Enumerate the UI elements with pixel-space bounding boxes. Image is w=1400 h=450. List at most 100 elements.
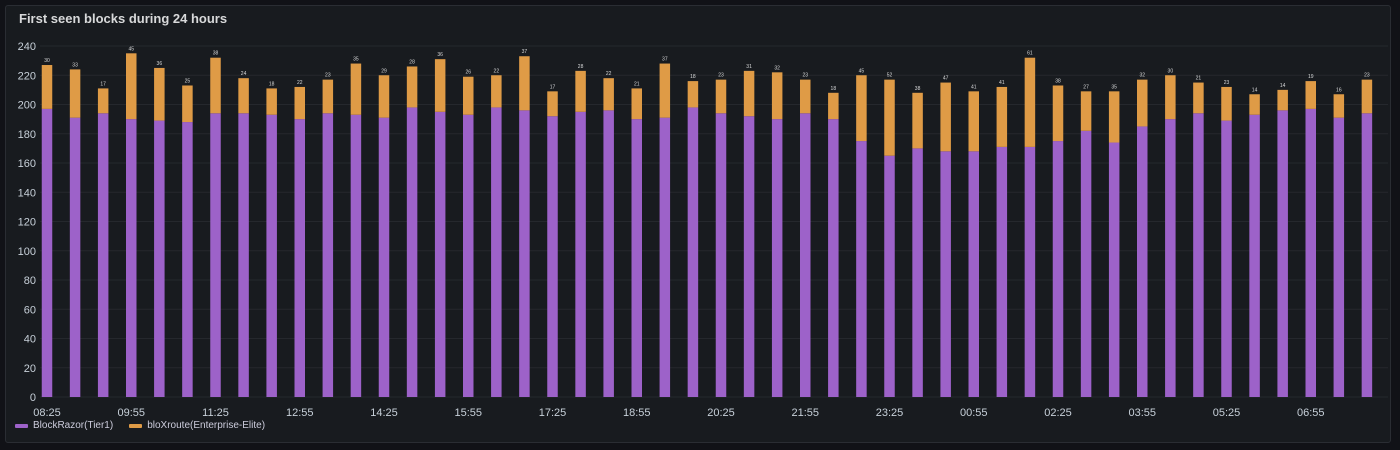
data-label: 14	[1280, 83, 1286, 89]
bar-blockrazor	[406, 107, 418, 398]
data-label: 38	[213, 51, 219, 57]
bar-bloxroute	[463, 76, 474, 115]
x-tick-label: 00:55	[960, 407, 988, 419]
bar-bloxroute	[491, 75, 502, 108]
x-tick-label: 08:25	[33, 407, 61, 419]
data-label: 47	[943, 76, 949, 82]
data-label: 18	[690, 74, 696, 80]
data-label: 21	[1196, 76, 1202, 82]
bar-bloxroute	[294, 86, 305, 120]
data-label: 30	[44, 58, 50, 64]
bar-blockrazor	[1080, 130, 1092, 397]
bar-blockrazor	[378, 117, 390, 397]
data-label: 31	[746, 64, 752, 70]
bar-bloxroute	[856, 75, 867, 142]
bar-blockrazor	[69, 117, 81, 397]
data-label: 23	[718, 73, 724, 79]
data-label: 45	[128, 46, 134, 52]
data-label: 35	[1111, 84, 1117, 90]
data-label: 24	[241, 71, 247, 77]
y-tick-label: 220	[18, 70, 36, 82]
bar-bloxroute	[41, 65, 53, 109]
y-tick-label: 240	[18, 41, 36, 53]
legend-item-blockrazor[interactable]: BlockRazor(Tier1)	[15, 420, 113, 431]
data-label: 36	[437, 52, 443, 58]
y-tick-label: 120	[18, 217, 36, 229]
y-tick-label: 20	[24, 363, 36, 375]
data-label: 28	[409, 59, 415, 65]
bar-bloxroute	[1193, 82, 1204, 114]
bar-blockrazor	[912, 148, 923, 397]
bar-blockrazor	[154, 120, 165, 398]
y-tick-label: 160	[18, 158, 36, 170]
x-tick-label: 21:55	[791, 407, 819, 419]
bar-bloxroute	[434, 59, 446, 112]
bar-bloxroute	[575, 70, 586, 112]
bar-blockrazor	[1361, 113, 1373, 398]
bar-blockrazor	[1052, 141, 1064, 397]
bar-bloxroute	[406, 66, 418, 108]
y-tick-label: 40	[24, 334, 36, 346]
bar-bloxroute	[1080, 91, 1092, 131]
y-tick-label: 180	[18, 129, 36, 141]
bar-blockrazor	[575, 111, 586, 397]
data-label: 17	[100, 81, 106, 87]
bar-bloxroute	[968, 91, 979, 152]
data-label: 16	[1336, 87, 1342, 93]
data-label: 41	[999, 80, 1005, 86]
bar-bloxroute	[1108, 91, 1120, 143]
data-label: 38	[1055, 78, 1061, 84]
legend-label-bloxroute: bloXroute(Enterprise-Elite)	[147, 420, 266, 431]
x-tick-label: 14:25	[370, 407, 398, 419]
x-tick-label: 12:55	[286, 407, 314, 419]
bar-bloxroute	[97, 88, 109, 114]
bar-bloxroute	[1361, 79, 1373, 114]
bar-blockrazor	[1333, 117, 1345, 397]
data-label: 23	[1364, 73, 1370, 79]
data-label: 33	[72, 62, 78, 68]
bar-blockrazor	[856, 141, 867, 397]
bar-bloxroute	[828, 92, 839, 120]
data-label: 23	[802, 73, 808, 79]
data-label: 26	[465, 70, 471, 76]
bar-blockrazor	[434, 111, 446, 397]
data-label: 35	[353, 57, 359, 63]
data-label: 17	[550, 84, 556, 90]
panel-title: First seen blocks during 24 hours	[19, 11, 228, 26]
legend-label-blockrazor: BlockRazor(Tier1)	[33, 420, 114, 431]
data-label: 61	[1027, 51, 1033, 57]
x-tick-label: 18:55	[623, 407, 651, 419]
data-label: 19	[1308, 74, 1314, 80]
data-label: 41	[971, 84, 977, 90]
legend-item-bloxroute[interactable]: bloXroute(Enterprise-Elite)	[129, 420, 265, 431]
legend-swatch-blockrazor	[15, 423, 28, 428]
bar-blockrazor	[350, 114, 362, 398]
bar-bloxroute	[996, 86, 1008, 147]
bar-blockrazor	[1165, 119, 1176, 397]
x-tick-label: 06:55	[1297, 407, 1325, 419]
x-tick-label: 23:25	[876, 407, 904, 419]
data-label: 52	[887, 73, 893, 79]
bar-blockrazor	[940, 151, 951, 397]
data-label: 45	[859, 68, 865, 74]
bar-blockrazor	[182, 122, 193, 398]
data-label: 30	[1168, 68, 1174, 74]
data-label: 38	[915, 86, 921, 92]
bar-blockrazor	[631, 119, 642, 397]
bar-blockrazor	[97, 113, 109, 398]
data-label: 32	[1139, 73, 1145, 79]
y-tick-label: 200	[18, 100, 36, 112]
bar-bloxroute	[1052, 85, 1064, 142]
bar-bloxroute	[912, 92, 923, 149]
y-tick-label: 100	[18, 246, 36, 258]
bar-bloxroute	[1333, 94, 1345, 118]
legend: BlockRazor(Tier1) bloXroute(Enterprise-E…	[15, 420, 265, 431]
bar-blockrazor	[266, 114, 277, 398]
bar-bloxroute	[1137, 79, 1148, 127]
y-tick-label: 0	[30, 392, 36, 404]
data-label: 36	[157, 61, 163, 67]
bar-bloxroute	[519, 56, 530, 111]
bar-blockrazor	[884, 155, 895, 397]
bar-blockrazor	[603, 110, 614, 397]
bar-blockrazor	[238, 113, 249, 398]
